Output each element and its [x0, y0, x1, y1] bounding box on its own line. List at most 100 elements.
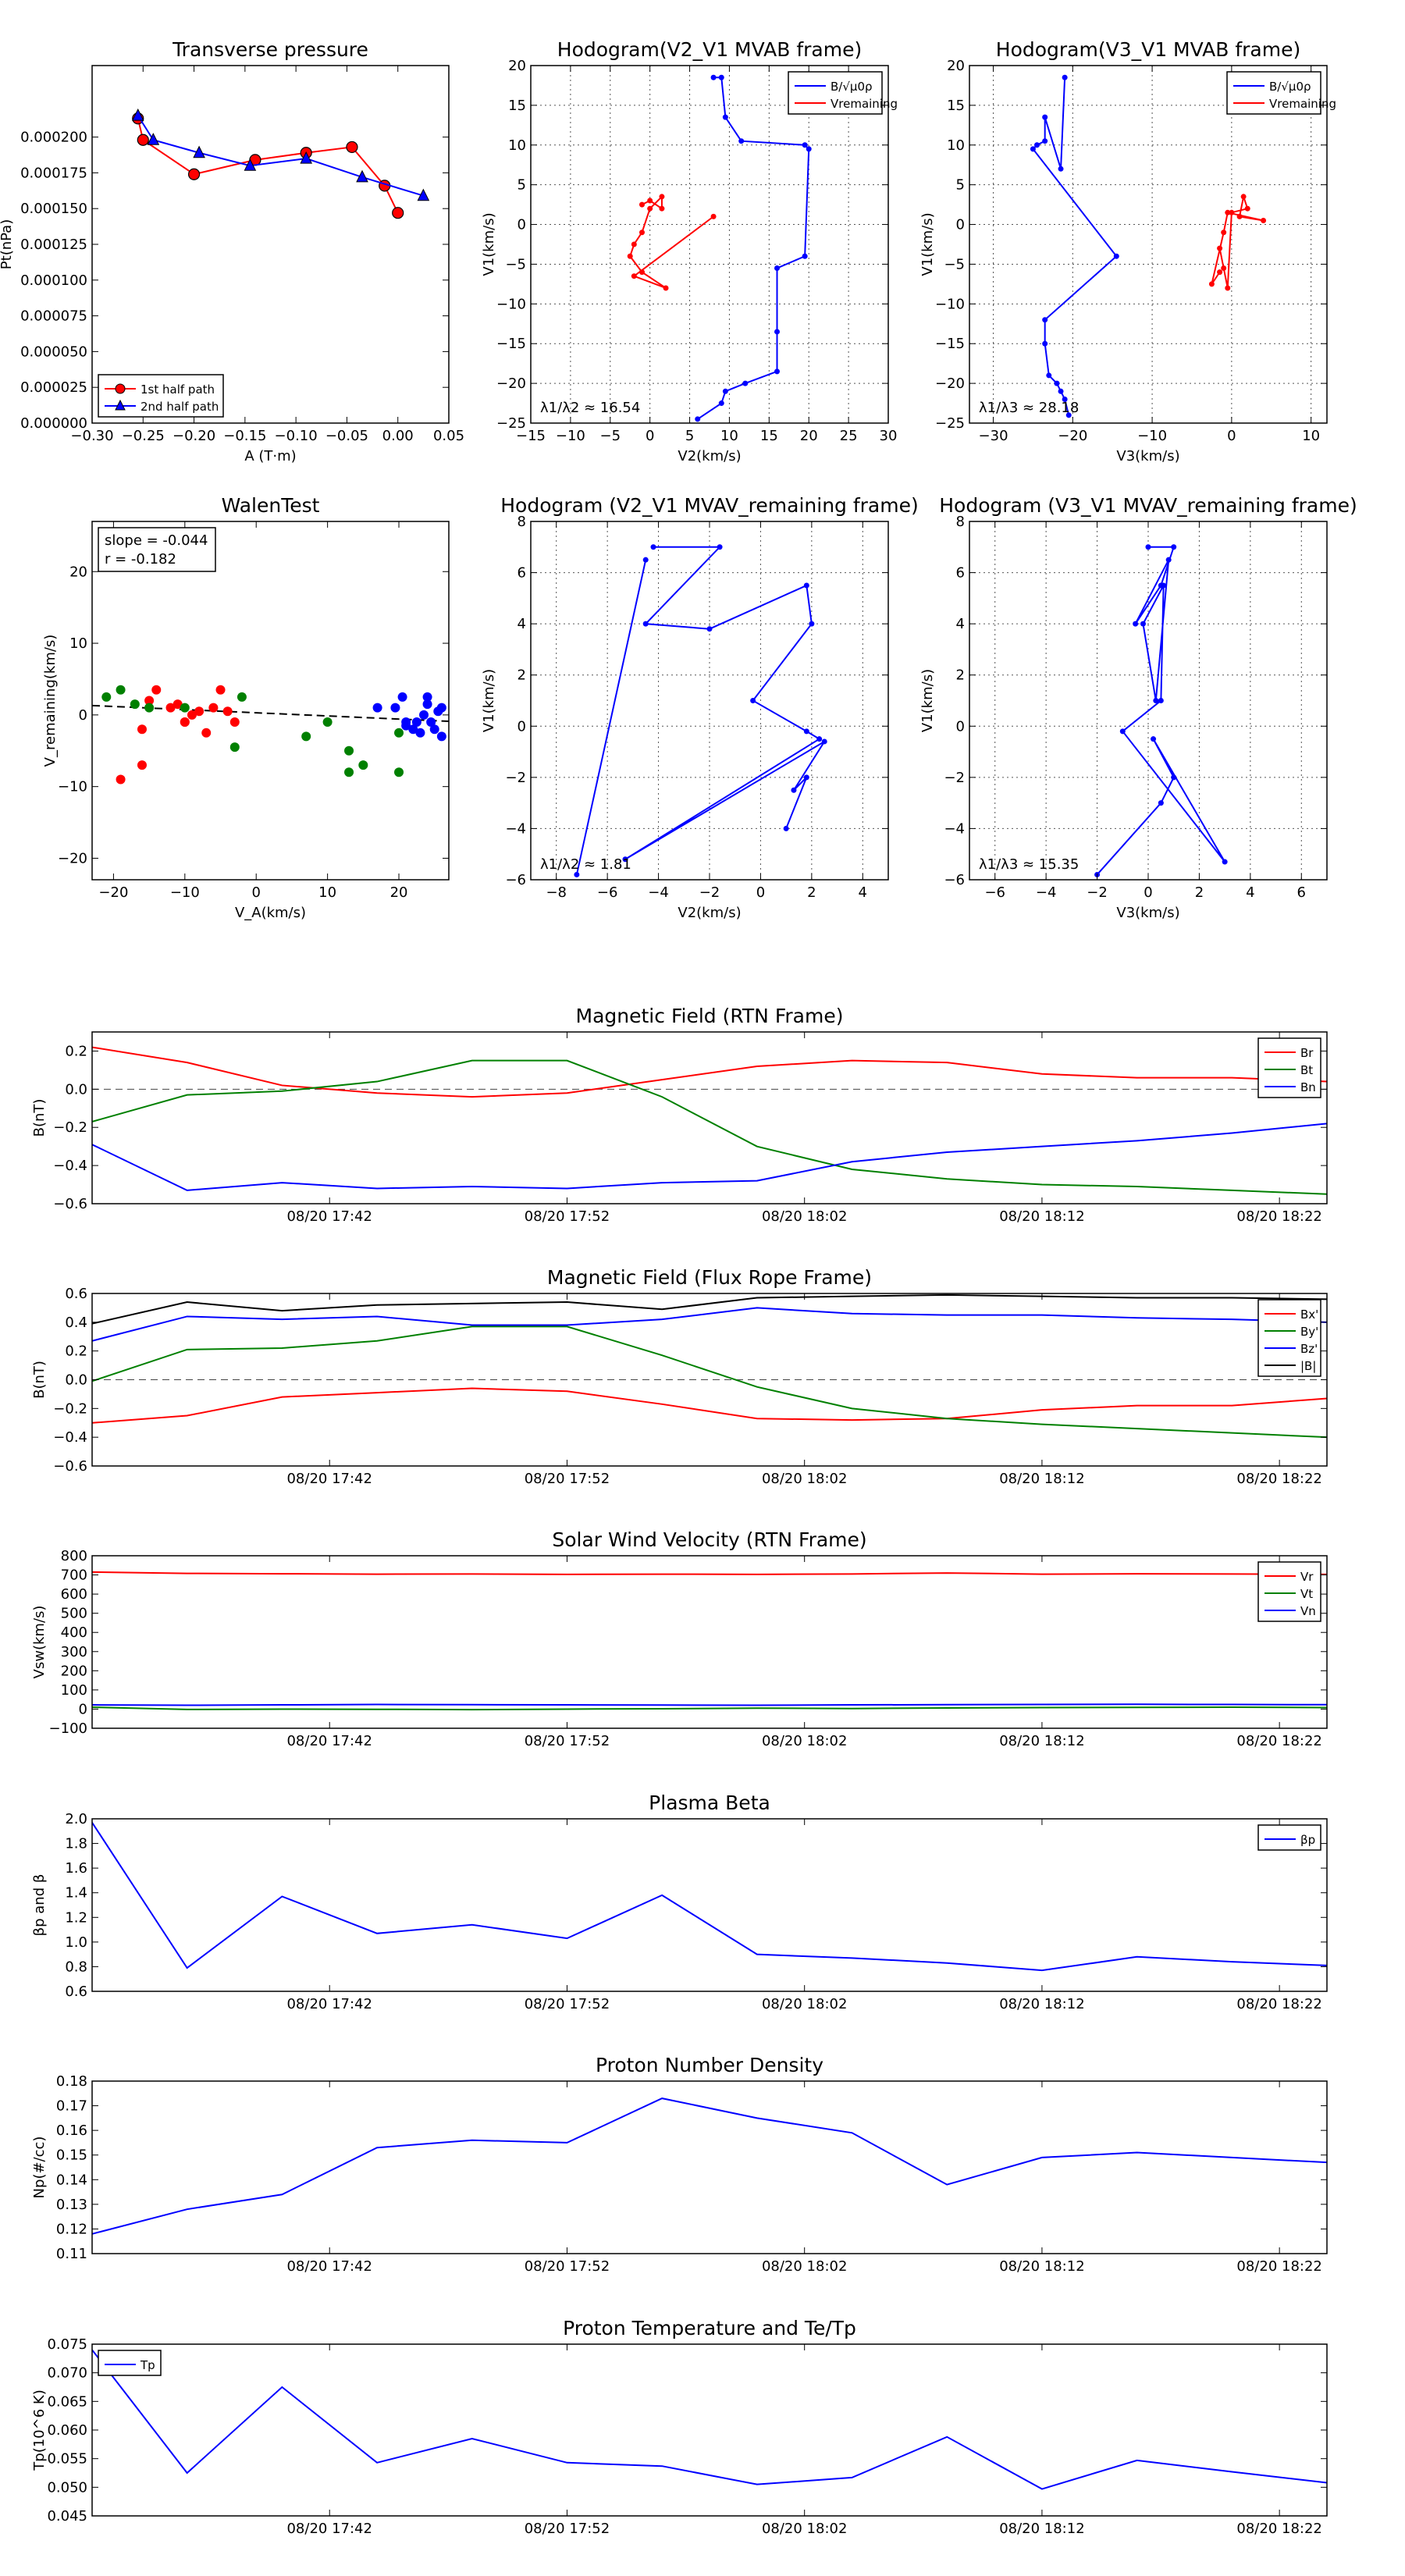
x-tick-label: 08/20 17:52: [525, 1471, 610, 1487]
data-point: [1046, 372, 1052, 379]
series-line-1: [1211, 194, 1264, 289]
data-point: [717, 544, 723, 550]
data-point: [180, 703, 190, 713]
data-point: [1058, 388, 1064, 394]
data-point: [1158, 800, 1164, 806]
data-point: [390, 703, 400, 713]
y-tick-label: 0.055: [47, 2451, 87, 2467]
data-point: [642, 621, 649, 627]
data-point: [1062, 74, 1068, 80]
legend: B/√μ0ρ Vremaining: [788, 71, 898, 115]
y-tick-label: 0.000150: [20, 201, 87, 217]
data-point: [809, 621, 815, 627]
data-point: [101, 692, 112, 702]
legend-label: Vr: [1300, 1570, 1314, 1584]
plot-area: [92, 2349, 1327, 2490]
plot-area: [574, 544, 827, 877]
y-tick-label: 8: [956, 514, 965, 530]
data-point: [622, 856, 628, 863]
x-axis-label: V3(km/s): [1116, 448, 1179, 464]
x-tick-label: 08/20 17:42: [286, 1996, 372, 2012]
data-point: [659, 194, 665, 200]
data-point: [803, 582, 809, 589]
plot-area: [627, 74, 812, 422]
data-point: [659, 205, 665, 212]
y-tick-label: −0.4: [53, 1429, 87, 1446]
legend: βp: [1257, 1824, 1321, 1851]
y-tick-label: 0.000025: [20, 379, 87, 396]
data-point: [1208, 281, 1215, 287]
x-tick-label: 20: [390, 884, 408, 901]
x-tick-label: 0: [251, 884, 260, 901]
x-tick-label: 08/20 18:22: [1236, 1471, 1321, 1487]
y-tick-label: 300: [61, 1644, 87, 1660]
legend-label: βp: [1300, 1833, 1315, 1847]
data-point: [710, 213, 717, 219]
data-point: [173, 699, 183, 710]
data-point: [1229, 209, 1235, 215]
data-point: [1236, 213, 1243, 219]
x-tick-label: 08/20 18:02: [762, 1733, 847, 1749]
data-point: [1171, 774, 1177, 781]
data-point: [193, 145, 205, 158]
data-point: [706, 626, 713, 632]
data-point: [1042, 138, 1048, 144]
x-tick-label: −0.20: [173, 428, 215, 444]
legend-box: [1226, 71, 1321, 115]
y-tick-label: −4: [944, 820, 965, 837]
legend-box: [1257, 1037, 1321, 1098]
y-tick-label: 1.4: [65, 1885, 87, 1902]
axes-frame: [91, 1031, 1328, 1204]
data-point: [1140, 621, 1146, 627]
x-tick-label: 08/20 17:52: [525, 2521, 610, 2537]
y-tick-label: −0.4: [53, 1158, 87, 1174]
y-tick-label: 0.000075: [20, 308, 87, 325]
data-point: [401, 720, 411, 731]
x-tick-label: 08/20 18:22: [1236, 1733, 1321, 1749]
y-tick-label: −6: [505, 872, 526, 888]
chart-panel-6: 08/20 17:42 08/20 17:52 08/20 18:02 08/20 1…: [31, 1005, 1328, 1225]
y-tick-label: 0.000100: [20, 272, 87, 289]
data-point: [244, 158, 257, 171]
series-line-0: [624, 546, 826, 860]
x-tick-label: 08/20 18:02: [762, 2521, 847, 2537]
data-point: [131, 109, 144, 121]
y-tick-label: 2: [518, 667, 526, 684]
legend: B/√μ0ρ Vremaining: [1226, 71, 1336, 115]
y-tick-label: 600: [61, 1586, 87, 1603]
legend-box: [1257, 1824, 1321, 1851]
y-tick-label: −4: [505, 820, 526, 837]
x-axis-label: V2(km/s): [678, 905, 741, 921]
y-tick-label: 10: [69, 635, 87, 652]
y-tick-label: 2.0: [65, 1811, 87, 1827]
y-tick-label: 2: [956, 667, 965, 684]
axes-frame: [91, 2080, 1328, 2254]
chart-title: Solar Wind Velocity (RTN Frame): [552, 1528, 866, 1551]
x-tick-label: −10: [1137, 428, 1167, 444]
y-tick-label: 700: [61, 1567, 87, 1584]
legend-label: 2nd half path: [140, 400, 219, 414]
data-point: [1145, 544, 1151, 550]
data-point: [1058, 165, 1064, 172]
axes-frame: [91, 1555, 1328, 1729]
y-tick-label: 6: [518, 565, 526, 582]
x-tick-label: −0.05: [325, 428, 368, 444]
y-tick-label: 0.4: [65, 1315, 87, 1331]
data-point: [144, 696, 155, 706]
y-tick-label: 8: [518, 514, 526, 530]
y-axis-label: Np(#/cc): [31, 2137, 48, 2199]
data-point: [300, 151, 313, 164]
legend: Vr Vt Vn: [1257, 1561, 1321, 1622]
y-tick-label: −5: [505, 256, 526, 272]
chart-title: Hodogram(V2_V1 MVAB frame): [557, 38, 862, 61]
y-tick-label: 0: [79, 707, 87, 724]
x-tick-label: 2: [1195, 884, 1204, 901]
y-axis-label: Pt(nPa): [0, 219, 15, 269]
plot-area: [131, 109, 430, 219]
data-point: [647, 205, 653, 212]
x-axis-label: V3(km/s): [1116, 905, 1179, 921]
data-point: [663, 285, 669, 291]
x-tick-label: 08/20 17:42: [286, 1733, 372, 1749]
y-tick-label: 20: [508, 58, 526, 74]
